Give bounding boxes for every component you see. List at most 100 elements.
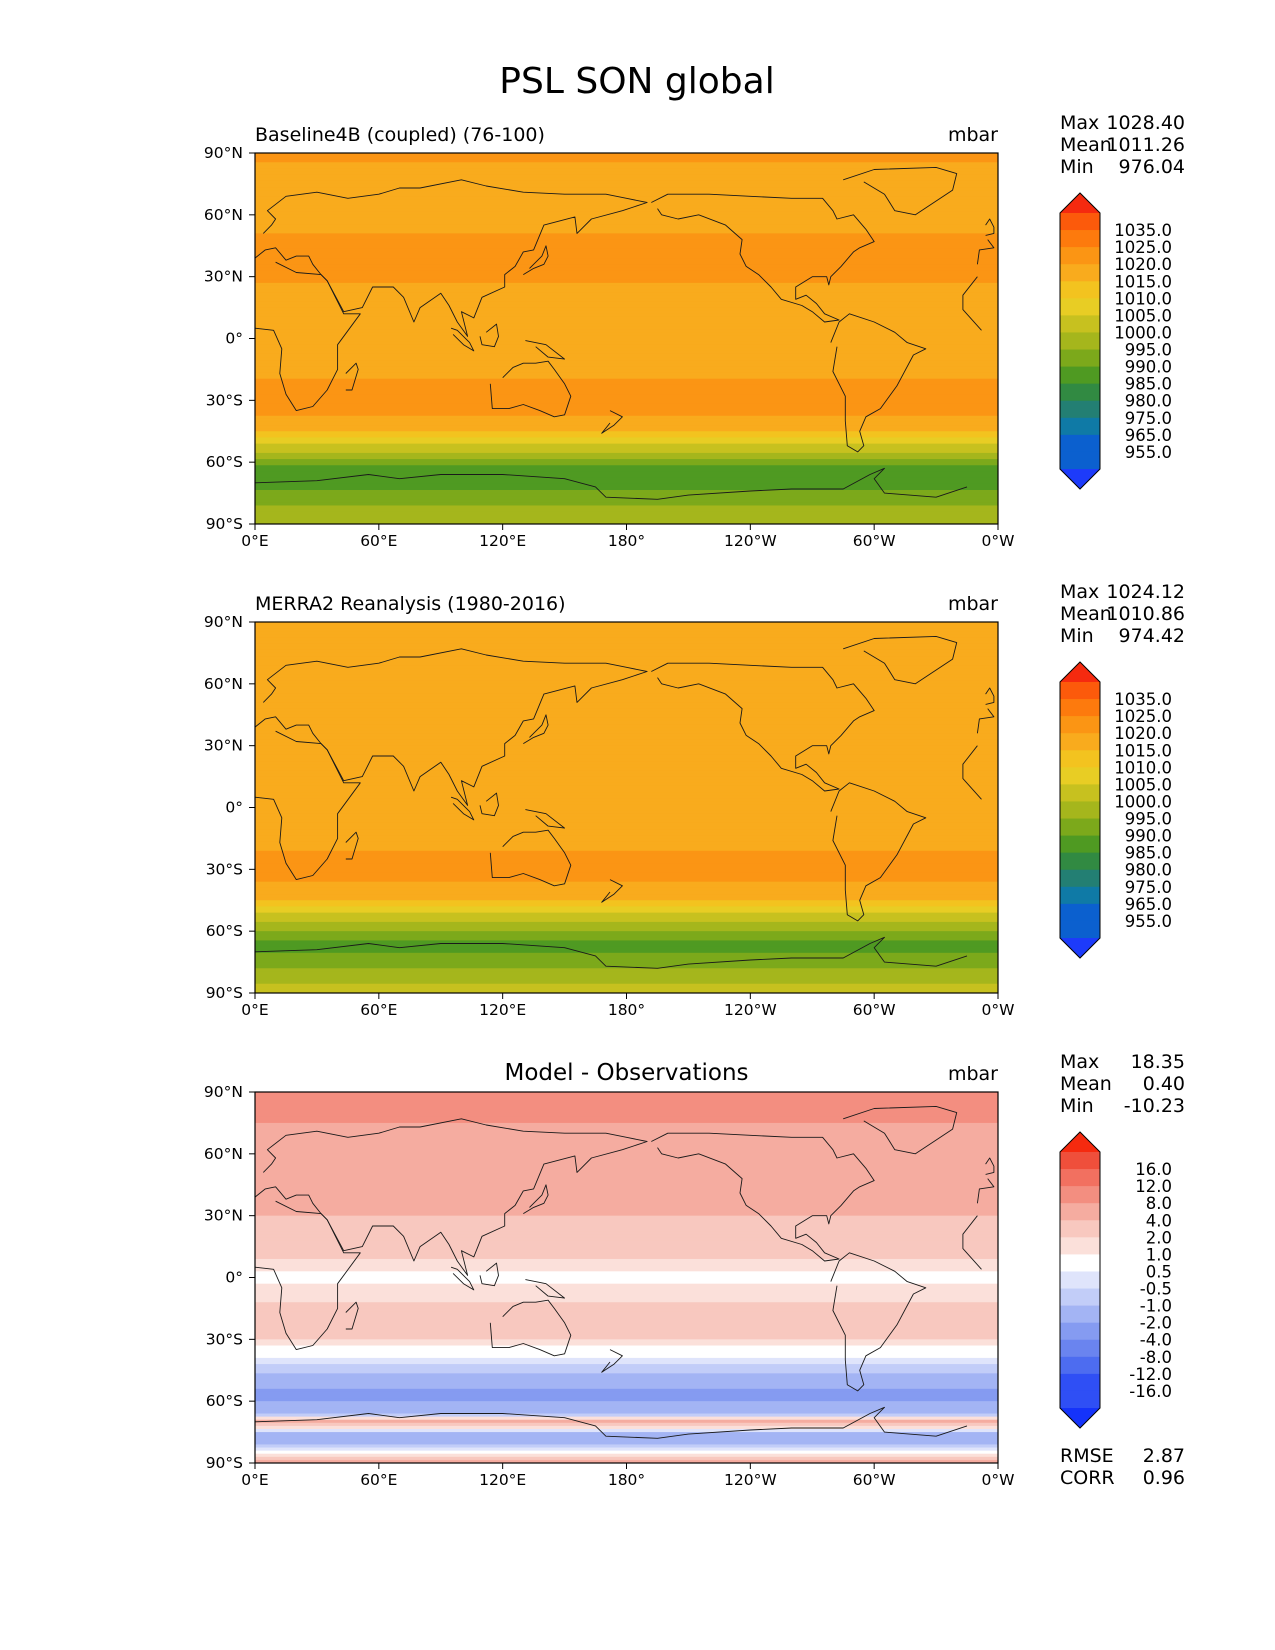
coastline [479,323,499,348]
coastline [489,1299,572,1357]
contour-band [255,856,998,861]
contour-band [255,1299,998,1303]
colorbar-cell [1060,1169,1100,1187]
colorbar-cell [1060,400,1100,419]
contour-band [255,779,998,784]
contour-band [255,1305,998,1310]
contour-band [255,890,998,895]
contour-band [255,323,998,327]
contour-band [255,652,998,657]
contour-band [255,720,998,725]
colorbar-extend-bottom [1060,938,1100,958]
contour-band [255,1302,998,1306]
stat-label: Mean [1060,134,1112,156]
contour-band [255,316,998,321]
contour-band [255,1401,998,1405]
contour-band [255,1379,998,1384]
contour-band [255,285,998,290]
contour-band [255,971,998,976]
contour-band [255,832,998,836]
stat-value: 1011.26 [1106,134,1185,156]
colorbar-outline [1059,1131,1101,1429]
contour-band [255,344,998,349]
coastline [523,245,549,275]
contour-band [255,208,998,213]
contour-band [255,631,998,635]
contour-band [255,835,998,840]
contour-band [255,702,998,707]
contour-band [255,480,998,485]
contour-band [255,378,998,383]
contour-band [255,1187,998,1192]
contour-band [255,622,998,626]
colorbar-cell [1060,869,1100,888]
contour-band [255,1095,998,1099]
coastline [255,467,968,524]
contour-band [255,1370,998,1374]
contour-band [255,381,998,386]
contour-band [255,162,998,166]
colorbar-cell [1060,750,1100,768]
coastline [830,782,927,922]
y-tick-label: 60°N [204,206,243,224]
contour-band [255,462,998,466]
contour-band [255,304,998,309]
contour-band [255,937,998,942]
contour-band [255,1098,998,1102]
contour-band [255,217,998,222]
y-tick-label: 30°S [206,860,243,878]
contour-band [255,782,998,787]
stat-label: Mean [1060,603,1112,625]
colorbar-cell [1060,801,1100,820]
colorbar-label: 1010.0 [1114,289,1172,308]
contour-band [255,387,998,392]
contour-band [255,767,998,771]
contour-band [255,248,998,253]
colorbar-cell [1060,1288,1100,1307]
contour-band [255,693,998,697]
x-tick-label: 180° [608,532,645,550]
contour-band [255,788,998,793]
coastline [345,831,359,860]
map-area [254,1091,999,1464]
colorbar-label: 975.0 [1125,878,1172,897]
colorbar-cell [1060,332,1100,351]
x-tick-label: 60°W [853,1001,896,1019]
colorbar-cell [1060,1186,1100,1204]
colorbar-label: 1025.0 [1114,707,1172,726]
x-tick-label: 60°E [360,1471,397,1489]
stat-value: 0.40 [1143,1073,1185,1095]
colorbar-cell [1060,886,1100,905]
coastline [985,687,995,705]
contour-band [255,884,998,889]
contour-band [255,1101,998,1105]
x-tick-label: 0°W [982,1471,1015,1489]
coastline [255,1118,995,1276]
contour-band [255,471,998,476]
contour-band [255,1265,998,1269]
coastline [843,1105,958,1155]
contour-band [255,493,998,497]
contour-band [255,928,998,932]
contour-band [255,915,998,920]
contour-band [255,829,998,833]
contour-band [255,903,998,908]
stat-value: 1028.40 [1106,112,1185,134]
contour-band [255,634,998,639]
contour-band [255,366,998,371]
colorbar-label: 1000.0 [1114,323,1172,342]
contour-band [255,1268,998,1272]
colorbar-label: 1000.0 [1114,792,1172,811]
contour-band [255,1200,998,1204]
stat-label: Min [1060,156,1094,178]
contour-band [255,1190,998,1195]
contour-band [255,221,998,225]
colorbar-label: 1015.0 [1114,741,1172,760]
contour-band [255,372,998,377]
contour-band [255,1163,998,1167]
contour-band [255,792,998,796]
contour-band [255,369,998,374]
contour-band [255,776,998,781]
contour-band [255,1153,998,1158]
